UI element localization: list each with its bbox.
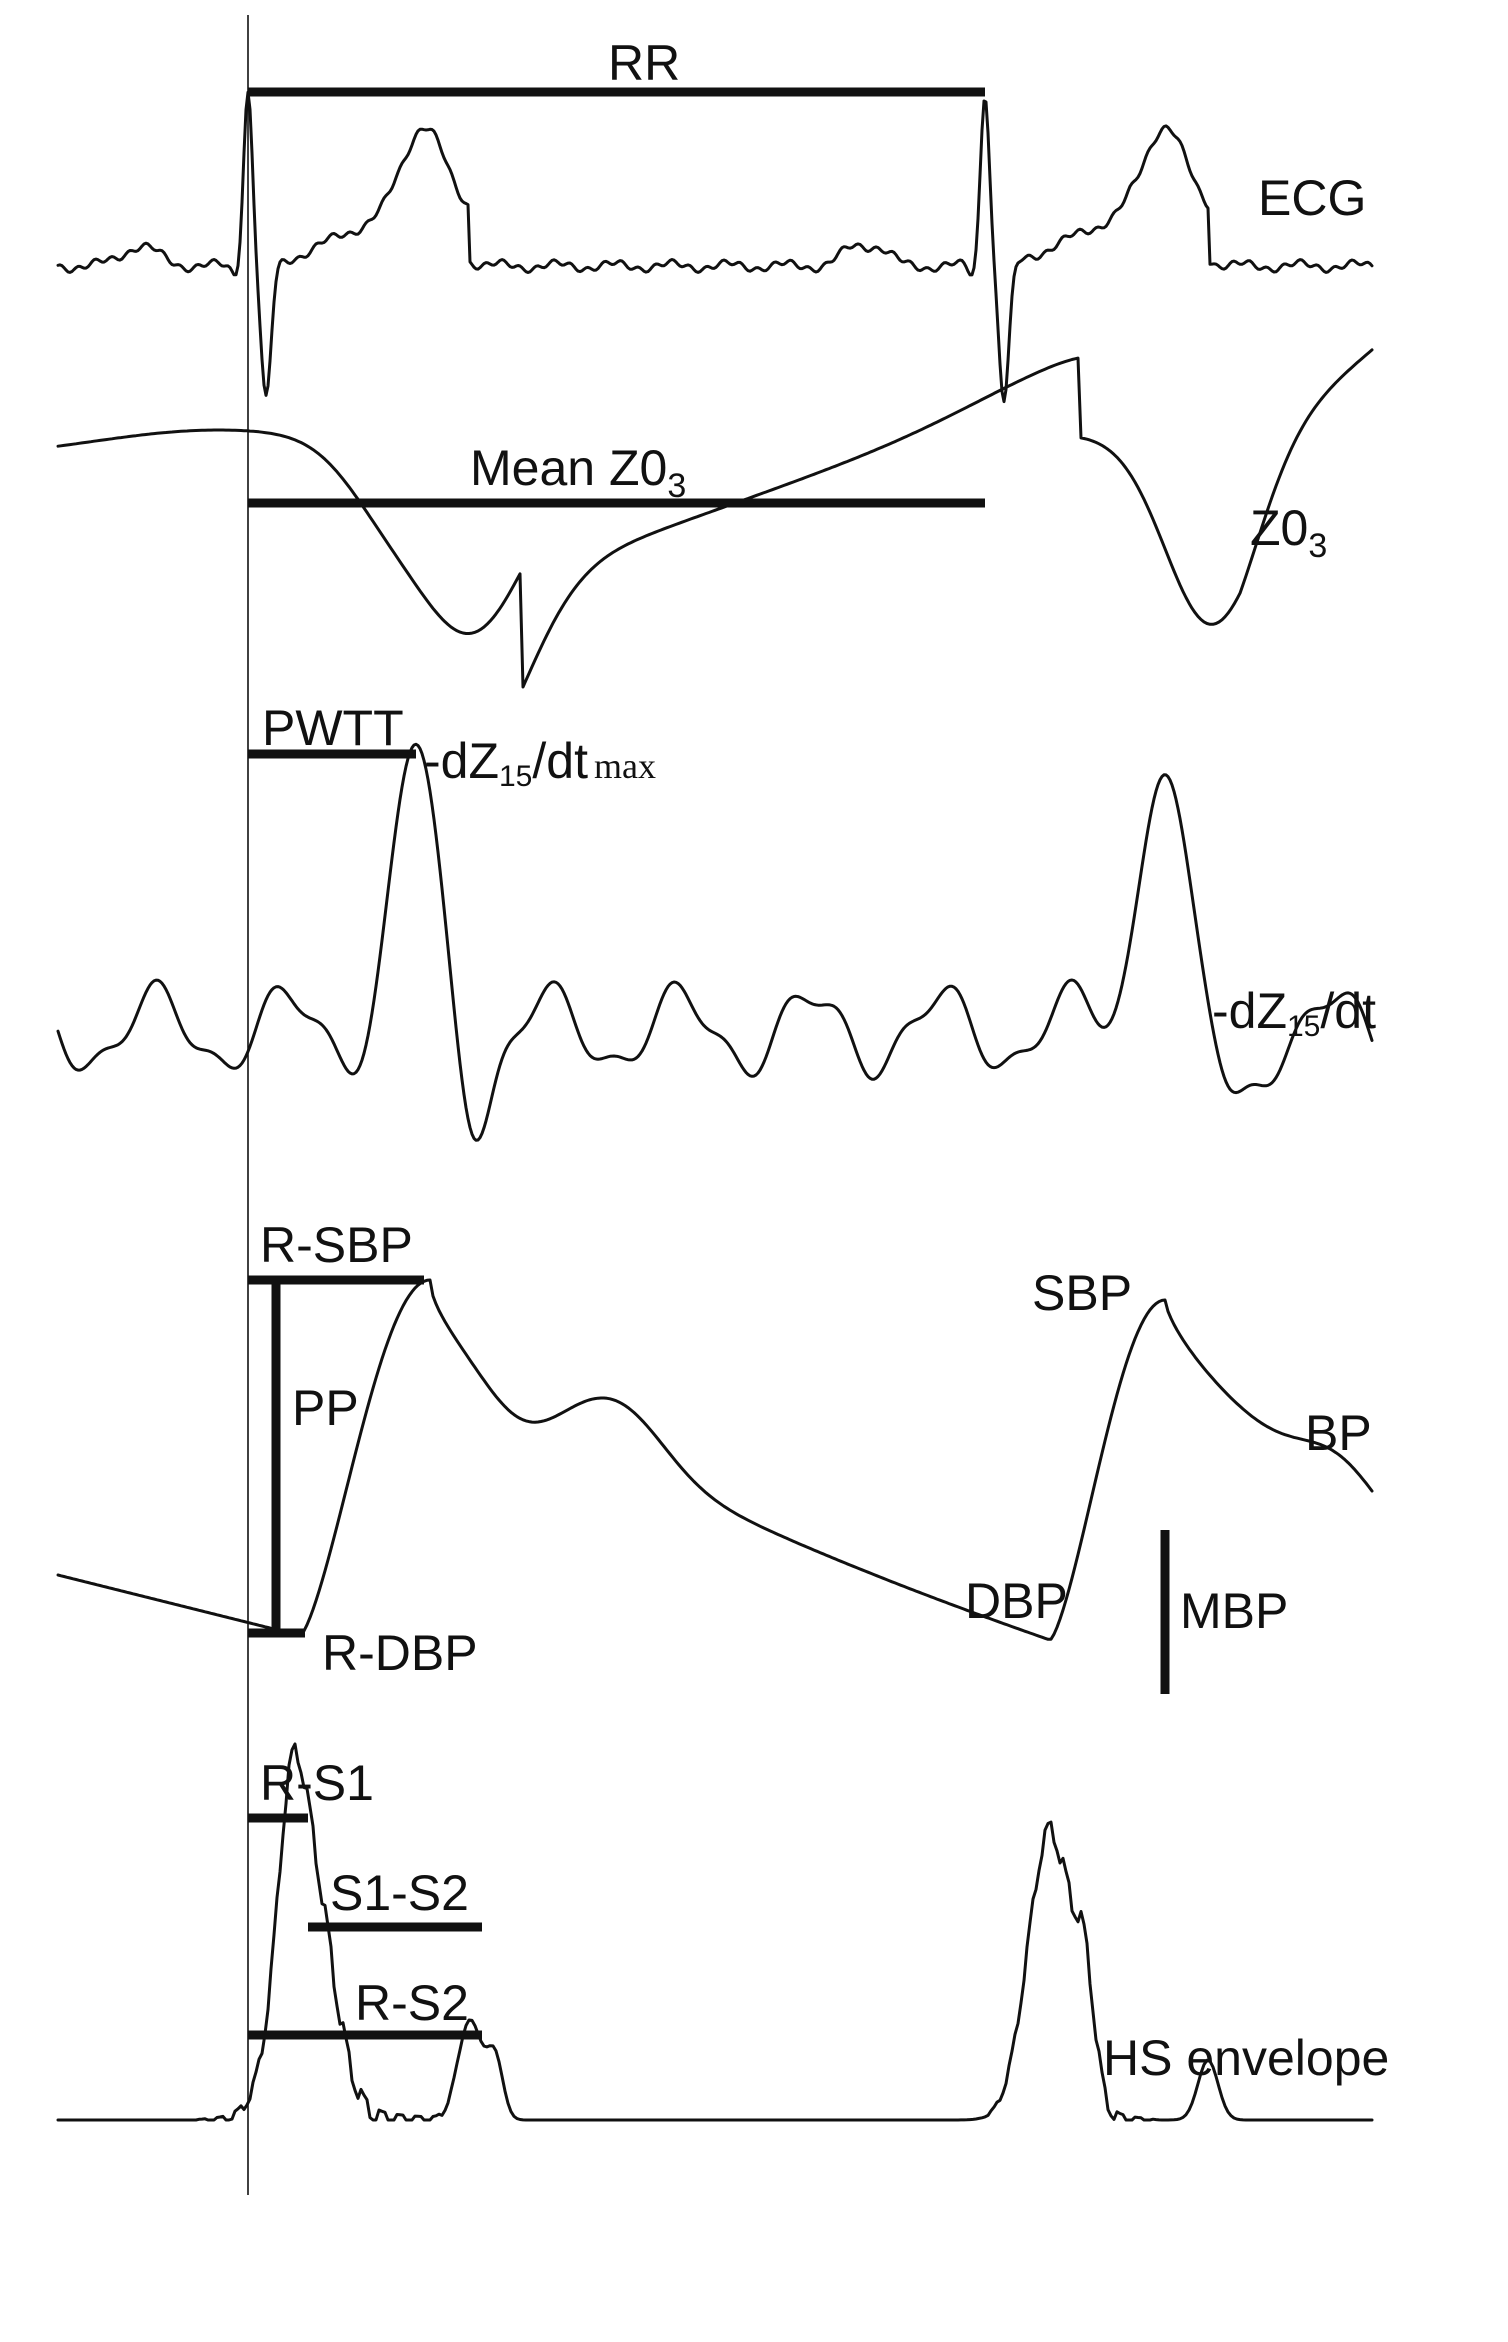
dbp-label: DBP [965, 1573, 1068, 1629]
dzdt-label: -dZ15/dt [1212, 983, 1376, 1043]
dzdt-max-label: -dZ15/dt max [424, 733, 656, 793]
ecg-trace [56, 90, 1374, 404]
mean-z0-label: Mean Z03 [470, 440, 686, 505]
r-s1-label: R-S1 [260, 1755, 374, 1811]
mbp-label: MBP [1180, 1583, 1288, 1639]
z0-label: Z03 [1250, 500, 1327, 565]
sbp-label: SBP [1032, 1265, 1132, 1321]
rr-label: RR [608, 35, 680, 91]
s1-s2-label: S1-S2 [330, 1865, 469, 1921]
pp-label: PP [292, 1380, 359, 1436]
hs-envelope-trace [56, 1742, 1374, 2122]
dzdt-trace [56, 742, 1374, 1142]
pwtt-label: PWTT [262, 700, 404, 756]
bp-trace [56, 1278, 1374, 1641]
z0-trace [56, 348, 1374, 689]
hs-envelope-label: HS envelope [1103, 2030, 1389, 2086]
bp-label: BP [1305, 1405, 1372, 1461]
r-dbp-label: R-DBP [322, 1625, 478, 1681]
r-sbp-label: R-SBP [260, 1217, 413, 1273]
ecg-label: ECG [1258, 170, 1366, 226]
r-s2-label: R-S2 [355, 1975, 469, 2031]
